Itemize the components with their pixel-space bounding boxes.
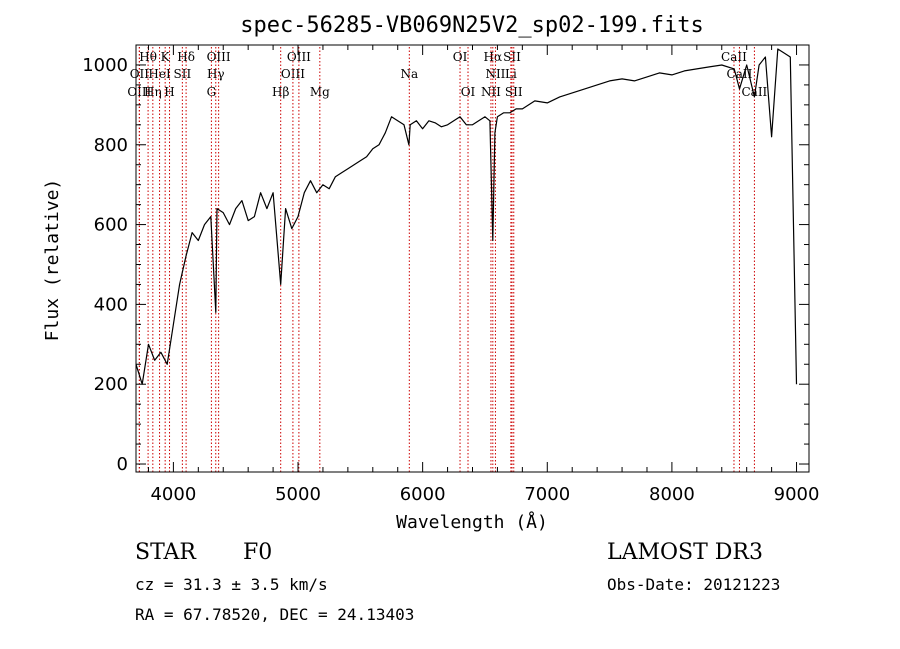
spectral-line-label: H (164, 85, 174, 99)
y-axis-ticks: 0 200 400 600 800 1000 (82, 55, 809, 475)
x-tick-label: 8000 (649, 484, 695, 505)
spectral-line-label: SII (505, 85, 523, 99)
spectral-line-label: HeI (148, 67, 171, 81)
survey-name: LAMOST DR3 (607, 540, 763, 565)
spectrum-line (135, 48, 798, 385)
x-tick-label: 5000 (275, 484, 321, 505)
spectral-line-label: SII (503, 50, 521, 64)
x-tick-label: 6000 (400, 484, 446, 505)
spectral-line-label: Hβ (272, 85, 289, 99)
y-tick-label: 0 (117, 454, 128, 475)
spectral-line-label: NII (485, 67, 505, 81)
redshift-info: cz = 31.3 ± 3.5 km/s (135, 575, 328, 594)
x-tick-label: 9000 (774, 484, 820, 505)
spectral-line-label: SII (174, 67, 192, 81)
observation-date: Obs-Date: 20121223 (607, 575, 781, 594)
spectral-line-label: CaII (721, 50, 747, 64)
spectral-line-label: Li (505, 67, 517, 81)
y-tick-label: 1000 (82, 55, 128, 76)
spectral-line-label: OIII (281, 67, 305, 81)
spectral-line-label: G (207, 85, 217, 99)
x-axis-label: Wavelength (Å) (396, 511, 548, 533)
spectral-line-label: Hα (484, 50, 503, 64)
coordinates: RA = 67.78520, DEC = 24.13403 (135, 605, 415, 624)
spectral-line-label: K (161, 50, 171, 64)
chart-title: spec-56285-VB069N25V2_sp02-199.fits (240, 13, 704, 38)
y-axis-label: Flux (relative) (42, 179, 63, 342)
x-tick-label: 7000 (524, 484, 570, 505)
spectral-line-label: OIII (287, 50, 311, 64)
spectral-line-label: Hδ (177, 50, 195, 64)
x-axis-ticks: 4000 5000 6000 7000 8000 9000 (147, 45, 820, 505)
spectral-line-label: OI (453, 50, 468, 64)
spectral-line-label: OI (461, 85, 476, 99)
object-subclass: F0 (243, 540, 273, 565)
spectrum-series (135, 48, 798, 385)
y-tick-label: 800 (94, 135, 128, 156)
y-tick-label: 400 (94, 294, 128, 315)
spectral-line-label: OIII (127, 85, 151, 99)
object-class: STAR (135, 540, 196, 565)
spectral-line-label: Hγ (207, 67, 225, 81)
plot-frame (135, 44, 810, 473)
spectral-line-label: Hθ (139, 50, 157, 64)
spectral-line-label: CaII (727, 67, 753, 81)
spectral-line-label: NII (481, 85, 501, 99)
spectral-line-label: OII (130, 67, 150, 81)
y-tick-label: 600 (94, 215, 128, 236)
spectrum-chart: spec-56285-VB069N25V2_sp02-199.fits Hθ K H… (42, 13, 820, 533)
spectral-line-label: Hη (144, 85, 162, 99)
spectral-line-label: OIII (207, 50, 231, 64)
spectral-line-label: Mg (310, 85, 330, 99)
y-tick-label: 200 (94, 374, 128, 395)
x-tick-label: 4000 (150, 484, 196, 505)
spectral-line-label: Na (400, 67, 418, 81)
